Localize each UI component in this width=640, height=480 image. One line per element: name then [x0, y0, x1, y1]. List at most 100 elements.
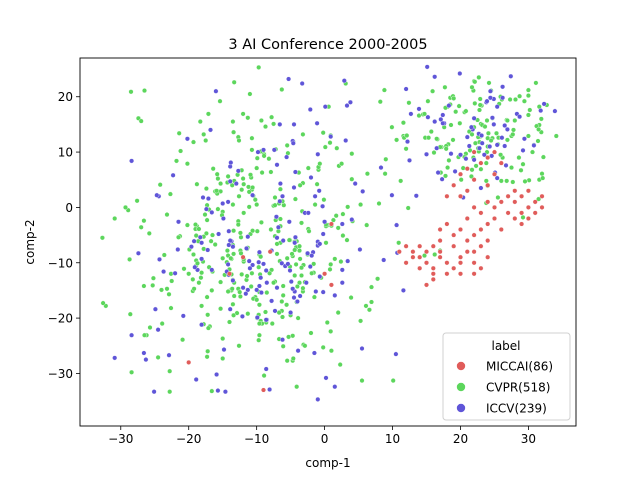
data-point: [469, 84, 475, 90]
data-point: [471, 249, 477, 255]
data-point: [240, 254, 246, 260]
data-point: [292, 234, 298, 240]
data-point: [193, 377, 199, 383]
data-point: [416, 113, 422, 119]
data-point: [464, 215, 470, 221]
data-point: [225, 261, 231, 267]
data-point: [135, 250, 141, 256]
data-point: [197, 119, 203, 125]
data-point: [434, 136, 440, 142]
data-point: [403, 260, 409, 266]
data-point: [169, 278, 175, 284]
data-point: [241, 181, 247, 187]
data-point: [394, 137, 400, 143]
data-point: [344, 103, 350, 109]
data-point: [220, 336, 226, 342]
data-point: [485, 155, 491, 161]
data-point: [424, 151, 430, 157]
data-point: [403, 243, 409, 249]
data-point: [538, 108, 544, 114]
data-point: [315, 151, 321, 157]
data-point: [180, 313, 186, 319]
data-point: [292, 169, 298, 175]
x-axis-label: comp-1: [305, 456, 350, 470]
data-point: [464, 134, 470, 140]
data-point: [228, 160, 234, 166]
data-point: [243, 245, 249, 251]
data-point: [271, 280, 277, 286]
data-point: [254, 155, 260, 161]
data-point: [327, 140, 333, 146]
data-point: [284, 302, 290, 308]
data-point: [407, 157, 413, 163]
data-point: [345, 204, 351, 210]
data-point: [150, 282, 156, 288]
data-point: [512, 199, 518, 205]
data-point: [167, 368, 173, 374]
data-point: [443, 146, 449, 152]
data-point: [311, 294, 317, 300]
data-point: [291, 121, 297, 127]
data-point: [203, 206, 209, 212]
y-axis-label: comp-2: [23, 219, 37, 264]
data-point: [224, 248, 230, 254]
data-point: [261, 261, 267, 267]
data-point: [295, 348, 301, 354]
data-point: [340, 211, 346, 217]
data-point: [322, 104, 328, 110]
data-point: [307, 264, 313, 270]
data-point: [288, 279, 294, 285]
data-point: [335, 225, 341, 231]
data-point: [312, 193, 318, 199]
data-point: [284, 358, 290, 364]
data-point: [468, 124, 474, 130]
data-point: [292, 240, 298, 246]
y-tick-label: 20: [58, 90, 73, 104]
data-point: [256, 249, 262, 255]
data-point: [349, 151, 355, 157]
data-point: [320, 289, 326, 295]
data-point: [291, 184, 297, 190]
y-tick-label: 0: [65, 201, 73, 215]
data-point: [201, 131, 207, 137]
data-point: [369, 299, 375, 305]
data-point: [141, 88, 147, 94]
data-point: [302, 343, 308, 349]
data-point: [129, 332, 135, 338]
data-point: [525, 87, 531, 93]
data-point: [417, 254, 423, 260]
points-layer: [99, 64, 559, 402]
data-point: [299, 265, 305, 271]
data-point: [258, 219, 264, 225]
data-point: [471, 260, 477, 266]
data-point: [492, 204, 498, 210]
data-point: [245, 311, 251, 317]
data-point: [243, 291, 249, 297]
data-point: [175, 246, 181, 252]
data-point: [256, 332, 262, 338]
data-point: [146, 230, 152, 236]
data-point: [280, 193, 286, 199]
data-point: [297, 248, 303, 254]
data-point: [435, 170, 441, 176]
data-point: [477, 102, 483, 108]
data-point: [308, 174, 314, 180]
data-point: [155, 354, 161, 360]
data-point: [236, 193, 242, 199]
data-point: [477, 145, 483, 151]
data-point: [205, 312, 211, 318]
data-point: [99, 235, 105, 241]
data-point: [540, 175, 546, 181]
data-point: [205, 247, 211, 253]
data-point: [263, 309, 269, 315]
data-point: [512, 215, 518, 221]
data-point: [172, 270, 178, 276]
data-point: [208, 238, 214, 244]
data-point: [328, 328, 334, 334]
data-point: [269, 298, 275, 304]
data-point: [446, 157, 452, 163]
data-point: [239, 187, 245, 193]
data-point: [258, 275, 264, 281]
data-point: [328, 134, 334, 140]
data-point: [422, 253, 428, 259]
